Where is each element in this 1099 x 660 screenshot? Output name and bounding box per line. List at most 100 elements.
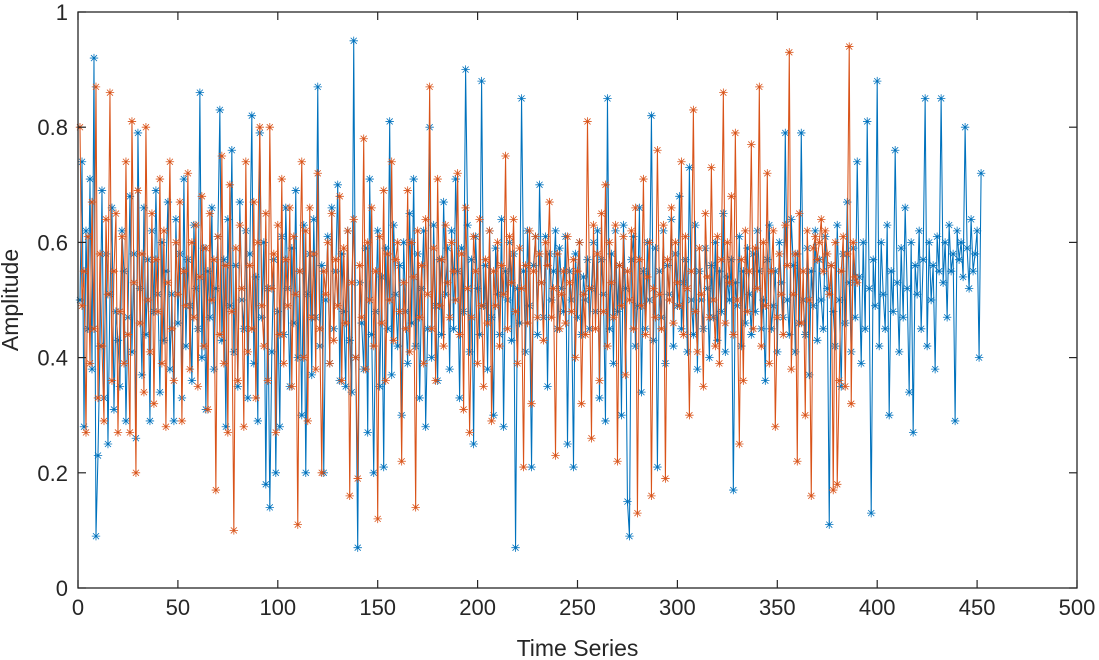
series-2-point [699,382,708,391]
series-1-point [627,255,636,264]
series-1-point [469,439,478,449]
series-1-point [163,197,173,207]
series-1-point [145,416,155,426]
series-2-point [297,157,306,166]
series-1-point [233,382,243,391]
series-2-point [771,422,780,431]
series-1-point [303,290,312,299]
series-2-point [269,249,279,259]
series-2-point [381,376,390,385]
series-1-point [894,347,904,357]
series-2-point [81,428,91,437]
series-1-point [946,267,956,276]
series-2-point [801,411,810,420]
series-2-point [853,278,862,287]
series-2-point [687,267,696,276]
series-2-point [577,399,586,408]
series-1-point [119,267,129,276]
series-2-point [229,526,239,535]
series-2-point [619,232,628,241]
series-1-point [721,347,730,357]
series-1-point [223,215,233,224]
series-2-point [95,249,105,259]
series-1-point [789,261,798,270]
series-2-point [755,82,764,92]
series-2-point [279,359,288,368]
series-2-point [409,272,418,282]
series-1-point [579,272,588,282]
series-2-point [637,301,646,310]
series-2-point [349,215,358,224]
series-1-point [892,278,902,287]
series-2-point [665,295,674,305]
series-2-point [813,255,822,264]
series-1-point [857,359,866,368]
series-1-point [227,146,237,155]
series-2-point [769,226,778,236]
series-2-point [729,330,738,339]
series-2-point [129,278,139,287]
series-2-point [231,243,241,253]
series-1-point [261,480,271,489]
series-2-point [245,261,255,270]
series-2-point [163,278,173,287]
series-2-point [419,359,428,368]
series-1-point [751,307,760,316]
series-1-point [215,105,225,115]
series-1-point [677,324,686,333]
series-2-point [115,307,125,316]
series-1-point [675,192,684,201]
series-1-point [801,330,810,339]
series-1-point [898,313,908,322]
series-1-point [886,267,896,276]
series-2-point [175,197,185,207]
series-2-point [85,359,95,368]
series-2-point [793,457,802,466]
series-1-point [703,284,712,293]
series-1-point [455,393,464,403]
series-1-point [819,324,828,333]
series-1-point [845,278,854,287]
series-2-point [321,290,330,299]
series-1-point [501,267,510,276]
series-1-point [593,226,602,236]
series-2-point [89,324,99,333]
series-2-point [795,209,804,218]
series-2-point [829,485,838,495]
series-1-point [781,128,790,138]
series-2-point [557,290,566,299]
series-1-point [365,174,374,184]
series-1-point [217,336,227,345]
series-1-point [739,267,748,276]
series-2-point [335,192,344,201]
series-1-point [235,197,245,207]
series-2-point [313,169,322,178]
series-1-point [249,359,259,368]
series-2-point [209,255,219,264]
series-2-point [659,220,668,230]
series-2-point [753,284,762,293]
series-2-point [253,238,263,247]
series-2-point [531,232,540,241]
series-1-point [509,249,518,259]
series-2-point [473,359,482,368]
series-2-point [403,186,412,195]
series-1-point [783,295,792,305]
series-1-point [405,209,414,218]
series-1-point [902,284,912,293]
series-1-point [707,261,716,270]
series-1-point [825,520,834,529]
series-2-point [341,318,350,328]
series-1-point [535,180,544,189]
series-2-point [365,295,374,305]
series-1-point [918,255,928,264]
series-2-point [97,341,107,351]
series-2-point [371,267,380,276]
series-1-point [559,307,568,316]
series-1-point [811,226,820,236]
series-2-point [117,232,127,241]
series-1-point [205,313,215,322]
series-1-point [251,272,261,282]
series-2-point [693,347,702,357]
series-2-point [295,267,304,276]
